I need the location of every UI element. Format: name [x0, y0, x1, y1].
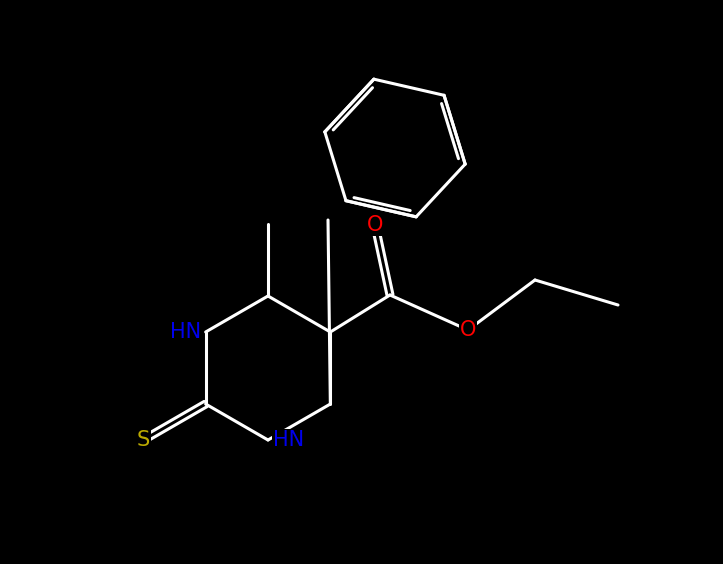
Text: O: O: [367, 215, 383, 235]
Text: HN: HN: [169, 322, 201, 342]
Text: HN: HN: [273, 430, 304, 450]
Text: O: O: [460, 320, 476, 340]
Text: S: S: [137, 430, 150, 450]
